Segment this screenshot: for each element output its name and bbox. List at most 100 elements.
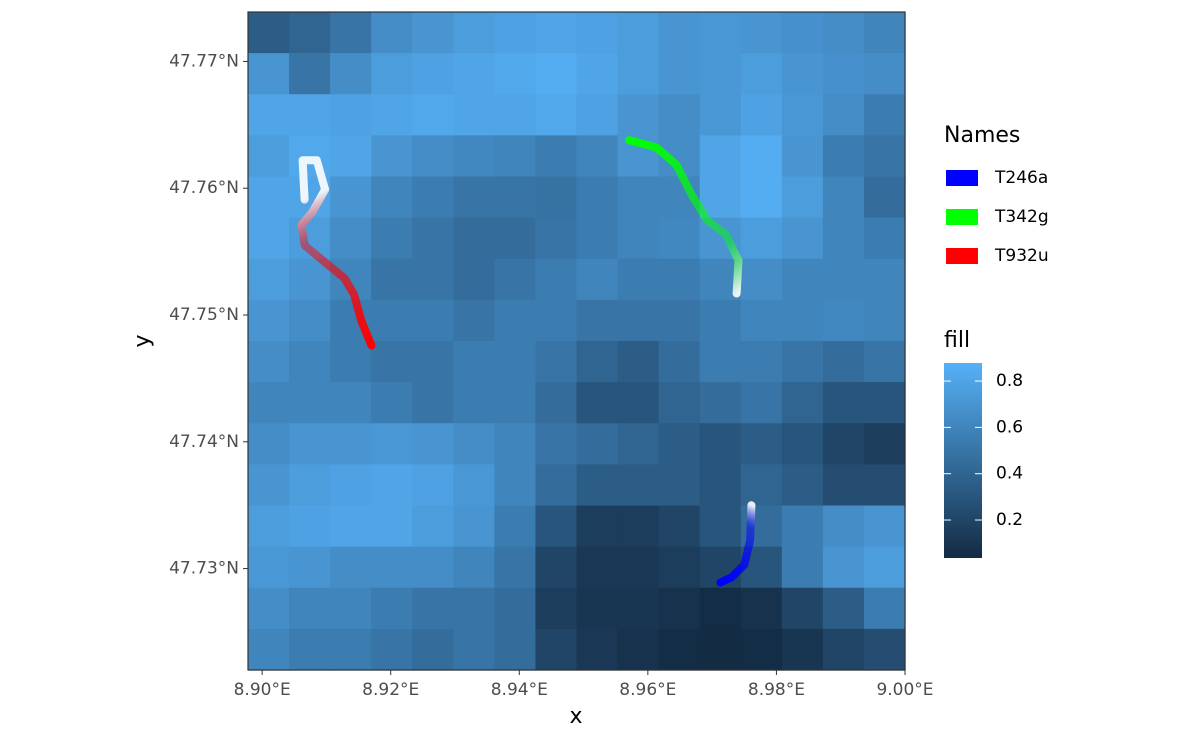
raster-cell [412,423,454,465]
raster-cell [781,12,824,54]
raster-cell [576,382,619,424]
raster-cell [863,94,906,136]
raster-cell [412,135,454,178]
x-tick-label: 8.94°E [491,680,548,700]
raster-cell [617,587,660,630]
raster-cell [412,53,454,95]
raster-cell [617,628,660,671]
raster-cell [289,587,331,630]
raster-cell [248,382,290,424]
raster-cell [740,12,783,54]
raster-cell [494,217,537,260]
raster-cell [576,258,619,301]
legend-title: Names [944,123,1020,148]
raster-cell [863,135,906,178]
raster-cell [494,12,537,54]
raster-cell [412,587,454,630]
raster-cell [658,12,701,54]
raster-cell [822,299,865,342]
raster-cell [330,505,372,548]
raster-cell [740,217,783,260]
raster-cell [658,299,701,342]
legend-label: T246a [994,168,1048,188]
raster-cell [535,546,578,589]
raster-cell [822,217,865,260]
raster-cell [453,505,495,548]
raster-cell [658,217,701,260]
raster-cell [289,12,331,54]
raster-cell [781,53,824,95]
raster-cell [248,94,290,136]
raster-cell [330,176,372,219]
raster-cell [781,587,824,630]
raster-cell [371,53,413,95]
raster-cell [740,341,783,383]
raster-cell [535,464,578,507]
raster-cell [863,546,906,589]
raster-cell [412,12,454,54]
raster-cell [699,628,742,671]
raster-cell [248,423,290,465]
raster-cell [822,546,865,589]
raster-cell [535,299,578,342]
raster-cell [330,135,372,178]
raster-cell [576,94,619,136]
raster-cell [412,258,454,301]
raster-cell [248,628,290,671]
raster-cell [248,299,290,342]
raster-cell [740,382,783,424]
raster-cell [248,217,290,260]
raster-cell [781,258,824,301]
raster-cell [863,341,906,383]
raster-cell [412,176,454,219]
raster-cell [412,299,454,342]
raster-cell [863,12,906,54]
raster-cell [617,423,660,465]
raster-cell [617,382,660,424]
colorbar-label: 0.8 [996,371,1023,391]
raster-cell [658,505,701,548]
raster-cell [863,505,906,548]
raster-cell [740,258,783,301]
raster-cell [822,464,865,507]
raster-cell [330,423,372,465]
raster-cell [289,299,331,342]
raster-cell [371,505,413,548]
raster-cell [494,341,537,383]
raster-cell [330,94,372,136]
raster-cell [330,587,372,630]
raster-cell [822,258,865,301]
raster-cell [289,464,331,507]
raster-cell [412,505,454,548]
raster-cell [453,382,495,424]
raster-cell [453,341,495,383]
y-tick-label: 47.77°N [169,51,239,71]
raster-cell [740,628,783,671]
raster-cell [371,628,413,671]
y-tick-label: 47.76°N [169,178,239,198]
x-axis-title: x [569,704,582,729]
raster-cell [535,505,578,548]
raster-cell [535,176,578,219]
raster-cell [494,587,537,630]
raster-cell [330,53,372,95]
raster-cell [863,464,906,507]
raster-cell [863,382,906,424]
y-tick-label: 47.74°N [169,432,239,452]
raster-cell [412,217,454,260]
raster-cell [658,53,701,95]
raster-cell [617,464,660,507]
raster-cell [248,341,290,383]
raster-cell [248,12,290,54]
colorbar-label: 0.4 [996,464,1023,484]
raster-cell [822,587,865,630]
raster-cell [494,176,537,219]
raster-cell [576,505,619,548]
raster-cell [371,382,413,424]
raster-cell [412,546,454,589]
raster-cell [371,546,413,589]
raster-cell [330,217,372,260]
plot-border [247,11,906,671]
raster-cell [658,628,701,671]
raster-cell [412,382,454,424]
